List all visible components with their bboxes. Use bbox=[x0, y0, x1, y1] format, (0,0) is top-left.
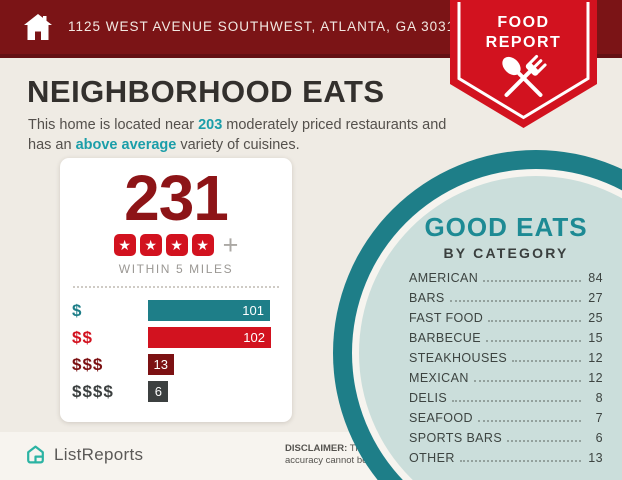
dotted-leader bbox=[459, 460, 581, 462]
category-count: 7 bbox=[595, 411, 603, 425]
good-eats-subtitle: BY CATEGORY bbox=[443, 245, 569, 261]
category-row: FAST FOOD 25 bbox=[409, 311, 603, 325]
dotted-leader bbox=[473, 380, 581, 382]
price-bar-row: $$$ 13 bbox=[72, 351, 292, 378]
price-level-label: $$ bbox=[72, 327, 93, 347]
star-icon: ★ bbox=[139, 234, 162, 256]
bar-track: 13 bbox=[148, 354, 292, 375]
property-address: 1125 WEST AVENUE SOUTHWEST, ATLANTA, GA … bbox=[68, 18, 464, 34]
divider bbox=[73, 286, 279, 288]
dotted-leader bbox=[449, 300, 581, 302]
category-name: SPORTS BARS bbox=[409, 431, 503, 445]
bar-value: 13 bbox=[153, 357, 168, 372]
category-count: 15 bbox=[588, 331, 603, 345]
category-row: STEAKHOUSES 12 bbox=[409, 351, 603, 365]
category-row: AMERICAN 84 bbox=[409, 271, 603, 285]
category-name: BARBECUE bbox=[409, 331, 481, 345]
category-count: 12 bbox=[588, 371, 603, 385]
category-row: DELIS 8 bbox=[409, 391, 603, 405]
badge-text: FOOD REPORT bbox=[448, 13, 599, 52]
badge-line2: REPORT bbox=[485, 33, 562, 51]
brand-logo: ListReports bbox=[25, 444, 143, 465]
variety-accent: above average bbox=[75, 137, 177, 153]
category-count: 25 bbox=[588, 311, 603, 325]
category-name: STEAKHOUSES bbox=[409, 351, 508, 365]
page-title: NEIGHBORHOOD EATS bbox=[27, 74, 385, 109]
subtitle-post: variety of cuisines. bbox=[176, 137, 300, 153]
disclaimer-label: DISCLAIMER: bbox=[285, 443, 348, 454]
category-count: 27 bbox=[588, 291, 603, 305]
radius-label: WITHIN 5 MILES bbox=[118, 262, 234, 276]
intro-subtitle: This home is located near 203 moderately… bbox=[28, 115, 458, 155]
food-report-badge: FOOD REPORT bbox=[448, 0, 599, 132]
category-name: AMERICAN bbox=[409, 271, 479, 285]
badge-line1: FOOD bbox=[497, 14, 550, 31]
house-icon bbox=[24, 14, 52, 40]
price-bar-chart: $101 $$ 102 $$$ 13 $$$$ 6 bbox=[60, 297, 292, 405]
star-icon: ★ bbox=[113, 234, 136, 256]
category-count: 8 bbox=[595, 391, 603, 405]
category-count: 84 bbox=[588, 271, 603, 285]
star-icon: ★ bbox=[165, 234, 188, 256]
category-row: BARS 27 bbox=[409, 291, 603, 305]
bar: 6 bbox=[148, 381, 168, 402]
listreports-icon bbox=[27, 445, 44, 464]
category-list: AMERICAN 84 BARS 27 FAST FOOD 25 BARBECUE 15 STE… bbox=[409, 271, 603, 465]
subtitle-pre: This home is located near bbox=[28, 117, 199, 133]
price-bar-row: $101 bbox=[72, 297, 292, 324]
dotted-leader bbox=[488, 320, 581, 322]
bar-track: 102 bbox=[148, 327, 292, 348]
bar: 101 bbox=[148, 300, 270, 321]
rating-stars: ★ ★ ★ ★ + bbox=[60, 229, 292, 260]
restaurant-count: 203 bbox=[198, 117, 223, 133]
star-icon: ★ bbox=[191, 234, 214, 256]
category-count: 13 bbox=[588, 451, 603, 465]
badge-ribbon-shape bbox=[450, 0, 597, 128]
bar-value: 102 bbox=[243, 330, 265, 345]
price-level-label: $$$ bbox=[72, 354, 104, 374]
category-name: BARS bbox=[409, 291, 445, 305]
category-name: DELIS bbox=[409, 391, 448, 405]
brand-name: ListReports bbox=[54, 444, 144, 464]
category-name: SEAFOOD bbox=[409, 411, 473, 425]
bar-track: 101 bbox=[148, 300, 292, 321]
price-bar-row: $$ 102 bbox=[72, 324, 292, 351]
category-row: SEAFOOD 7 bbox=[409, 411, 603, 425]
dotted-leader bbox=[483, 280, 581, 282]
good-eats-circle: GOOD EATS BY CATEGORY AMERICAN 84 BARS 27 FA… bbox=[333, 150, 622, 480]
bar-value: 6 bbox=[154, 384, 162, 399]
price-bar-row: $$$$ 6 bbox=[72, 378, 292, 405]
category-row: SPORTS BARS 6 bbox=[409, 431, 603, 445]
price-level-label: $$$$ bbox=[72, 381, 114, 401]
category-row: BARBECUE 15 bbox=[409, 331, 603, 345]
spoon-fork-icon bbox=[502, 54, 547, 97]
category-row: MEXICAN 12 bbox=[409, 371, 603, 385]
bar: 13 bbox=[148, 354, 174, 375]
bar-value: 101 bbox=[242, 303, 264, 318]
dotted-leader bbox=[452, 400, 581, 402]
bar: 102 bbox=[148, 327, 271, 348]
good-eats-panel: GOOD EATS BY CATEGORY AMERICAN 84 BARS 27 FA… bbox=[409, 212, 603, 471]
dotted-leader bbox=[477, 420, 581, 422]
price-level-label: $ bbox=[72, 300, 83, 320]
category-name: FAST FOOD bbox=[409, 311, 484, 325]
stats-card: 231 ★ ★ ★ ★ + WITHIN 5 MILES $101 $$ 102 $$$ 13 $… bbox=[60, 158, 292, 422]
category-name: MEXICAN bbox=[409, 371, 469, 385]
total-restaurants: 231 bbox=[124, 162, 229, 234]
subtitle-mid: moderately priced restaurants and has an bbox=[28, 117, 447, 153]
dotted-leader bbox=[512, 360, 581, 362]
dotted-leader bbox=[507, 440, 581, 442]
bar-track: 6 bbox=[148, 381, 292, 402]
category-name: OTHER bbox=[409, 451, 455, 465]
dotted-leader bbox=[485, 340, 581, 342]
category-count: 6 bbox=[595, 431, 603, 445]
plus-sign: + bbox=[222, 229, 239, 260]
good-eats-title: GOOD EATS bbox=[424, 212, 588, 242]
category-count: 12 bbox=[588, 351, 603, 365]
category-row: OTHER 13 bbox=[409, 451, 603, 465]
